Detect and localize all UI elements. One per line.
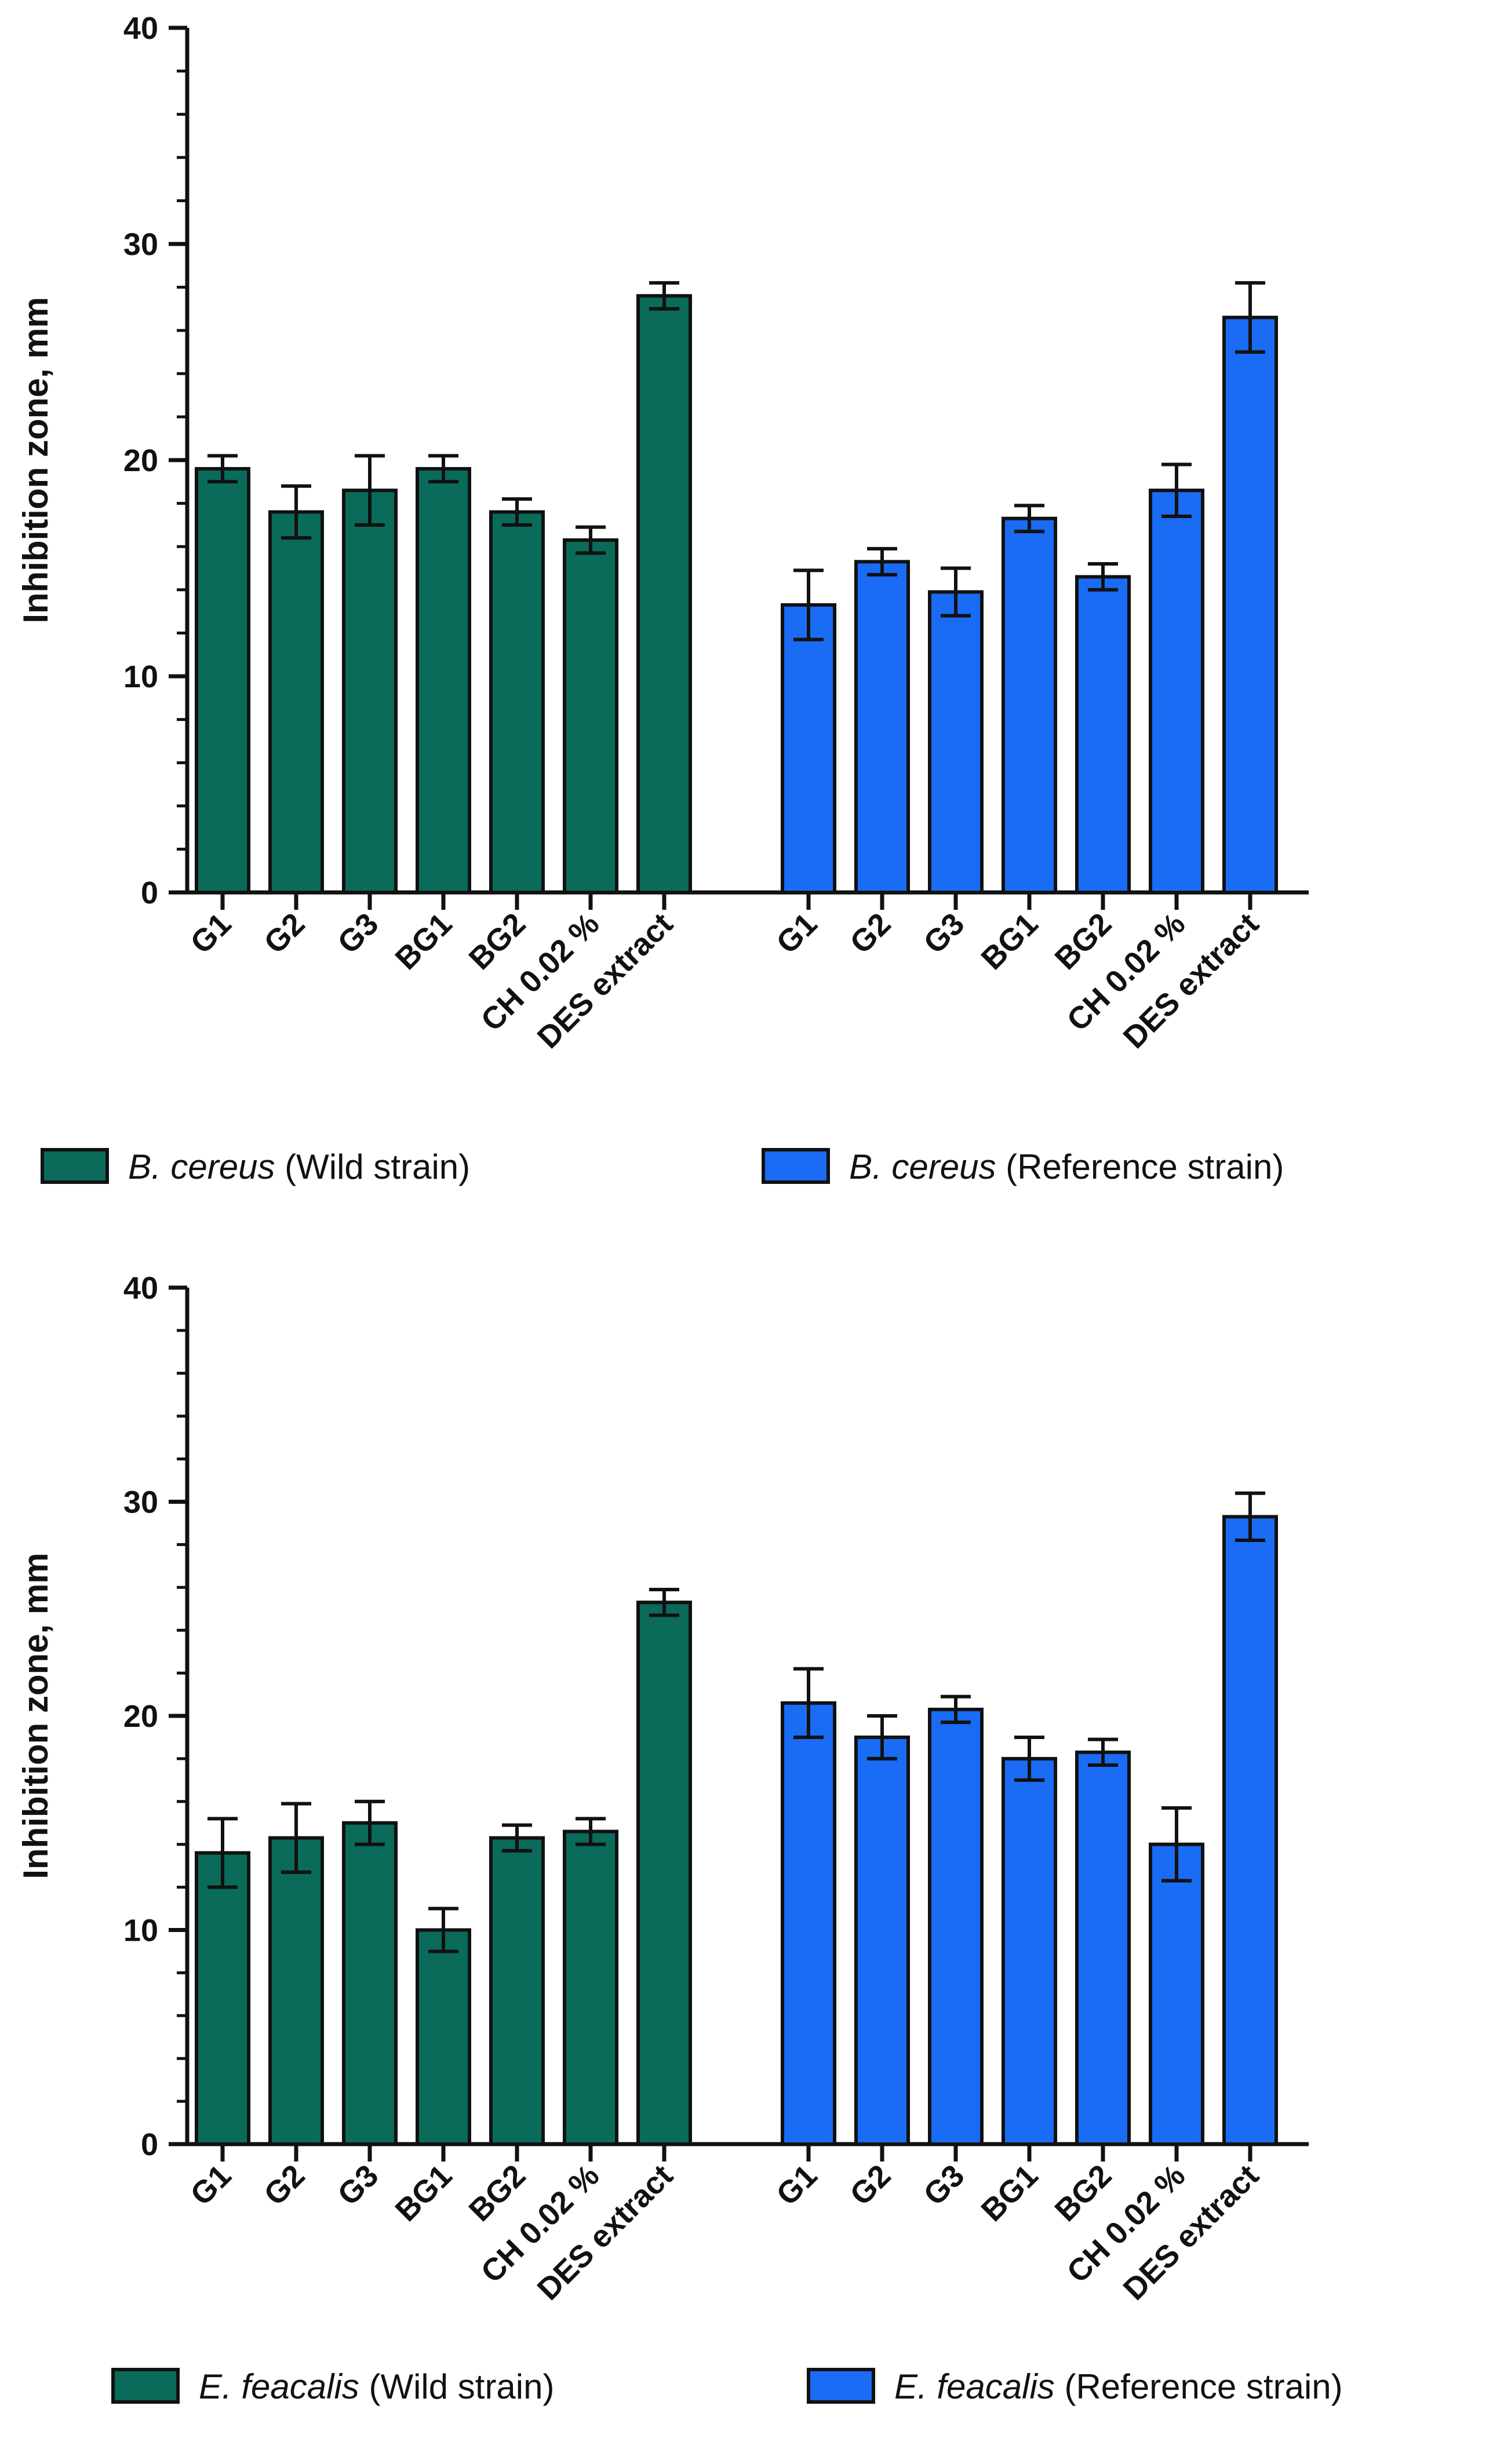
legend-label: E. feacalis (Reference strain) (894, 2367, 1343, 2406)
bar (195, 466, 250, 894)
bar (1075, 1750, 1131, 2146)
bar (1149, 1842, 1204, 2146)
y-tick-label: 0 (141, 2127, 158, 2162)
legend-species: E. feacalis (199, 2367, 359, 2406)
legend-label: E. feacalis (Wild strain) (199, 2367, 554, 2406)
y-axis-label: Inhibition zone, mm (16, 1552, 55, 1879)
x-tick-label: G1 (184, 906, 238, 960)
x-tick-label: G2 (843, 2158, 897, 2212)
bar (1075, 575, 1131, 894)
legend-swatch (41, 1148, 109, 1184)
bar (854, 1735, 910, 2146)
legend-species: B. cereus (849, 1147, 996, 1186)
bar (416, 1928, 471, 2146)
bar (854, 560, 910, 894)
bar (268, 510, 324, 894)
bar (563, 1829, 618, 2146)
legend-item-wild-strain: B. cereus (Wild strain) (41, 1147, 470, 1186)
bar (563, 538, 618, 894)
bar (489, 1836, 545, 2146)
legend-label: B. cereus (Reference strain) (849, 1147, 1284, 1186)
legend-strain: (Reference strain) (1055, 2367, 1343, 2406)
bar (416, 466, 471, 894)
legend-item-reference-strain: B. cereus (Reference strain) (762, 1147, 1284, 1186)
bar (342, 1821, 398, 2146)
bar (781, 1701, 836, 2146)
bar (636, 294, 692, 894)
x-tick-label: BG1 (389, 2158, 459, 2228)
x-tick-label: G2 (257, 906, 311, 960)
legend-swatch (762, 1148, 830, 1184)
bar (195, 1851, 250, 2146)
legend-strain: (Reference strain) (996, 1147, 1284, 1186)
bar (636, 1601, 692, 2146)
legend-label: B. cereus (Wild strain) (128, 1147, 470, 1186)
bar (928, 1707, 984, 2146)
y-tick-label: 10 (123, 659, 158, 694)
bar (342, 489, 398, 894)
legend-item-reference-strain: E. feacalis (Reference strain) (807, 2367, 1343, 2406)
x-tick-label: G3 (331, 906, 385, 960)
legend-item-wild-strain: E. feacalis (Wild strain) (111, 2367, 554, 2406)
y-tick-label: 20 (123, 1699, 158, 1734)
y-tick-label: 30 (123, 1485, 158, 1520)
x-tick-label: BG1 (389, 906, 459, 976)
legend-species: B. cereus (128, 1147, 275, 1186)
bar (268, 1836, 324, 2146)
x-tick-label: G3 (331, 2158, 385, 2212)
legend-strain: (Wild strain) (359, 2367, 555, 2406)
bar (1002, 1756, 1057, 2146)
bar (781, 603, 836, 895)
y-tick-label: 30 (123, 227, 158, 262)
x-tick-label: BG1 (975, 2158, 1045, 2228)
y-tick-label: 0 (141, 876, 158, 910)
x-tick-label: G3 (917, 2158, 971, 2212)
y-tick-label: 10 (123, 1913, 158, 1948)
y-tick-label: 40 (123, 11, 158, 46)
x-tick-label: G1 (770, 2158, 824, 2212)
bar (1002, 516, 1057, 894)
y-tick-label: 20 (123, 443, 158, 478)
x-tick-label: BG1 (975, 906, 1045, 976)
bar (1222, 315, 1278, 894)
bar (928, 590, 984, 894)
x-tick-label: G1 (184, 2158, 238, 2212)
bar (489, 510, 545, 894)
legend-swatch (807, 2368, 875, 2404)
bar (1222, 1515, 1278, 2146)
x-tick-label: G2 (257, 2158, 311, 2212)
x-tick-label: G2 (843, 906, 897, 960)
bar (1149, 489, 1204, 894)
legend-swatch (111, 2368, 180, 2404)
legend-species: E. feacalis (894, 2367, 1055, 2406)
x-tick-label: G1 (770, 906, 824, 960)
y-tick-label: 40 (123, 1271, 158, 1306)
legend-strain: (Wild strain) (275, 1147, 470, 1186)
x-tick-label: G3 (917, 906, 971, 960)
y-axis-label: Inhibition zone, mm (16, 297, 55, 623)
